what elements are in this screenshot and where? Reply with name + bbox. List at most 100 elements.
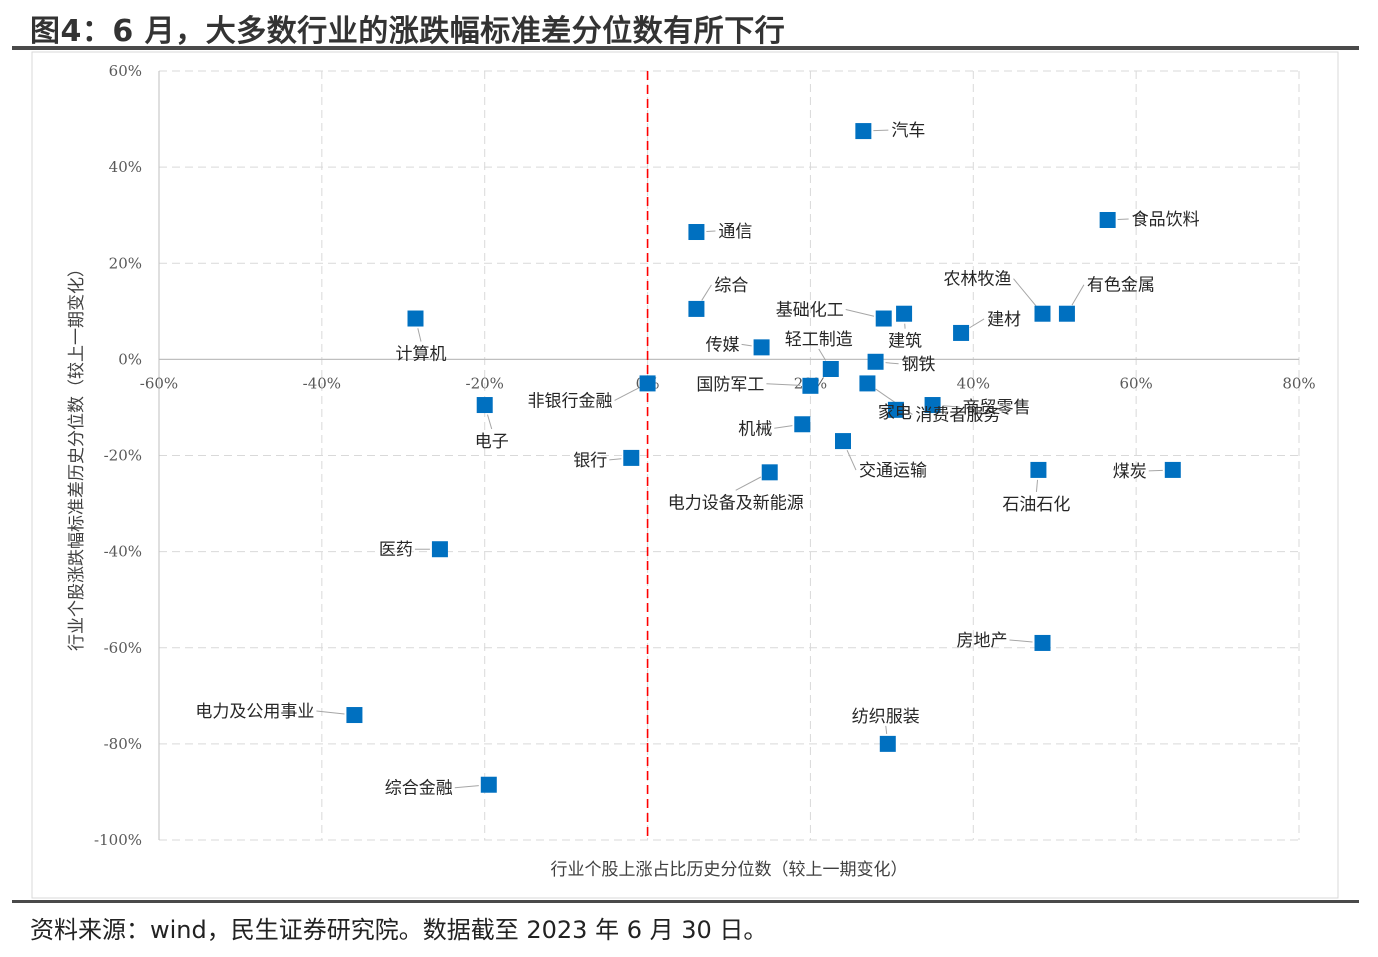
data-point-marker: [1099, 211, 1116, 228]
data-point-marker: [835, 433, 851, 450]
y-tick-label: 20%: [109, 254, 142, 272]
label-leader-line: [969, 318, 985, 329]
data-point-marker: [639, 375, 656, 392]
label-leader-line: [845, 309, 875, 317]
data-point-marker: [1058, 305, 1075, 322]
label-leader-line: [417, 328, 422, 342]
label-leader-line: [885, 725, 888, 734]
y-axis-title: 行业个股涨跌幅标准差历史分位数（较上一期变化）: [67, 260, 87, 651]
data-point-marker: [761, 464, 778, 481]
data-point-label: 医药: [379, 540, 413, 560]
data-point-marker: [480, 776, 497, 793]
data-point-label: 传媒: [706, 335, 740, 355]
title-divider: [12, 46, 1359, 50]
data-point-label: 汽车: [891, 121, 925, 141]
y-tick-label: -60%: [104, 639, 142, 657]
data-point-marker: [346, 707, 363, 724]
x-tick-label: -60%: [140, 374, 178, 392]
data-point-label: 商贸零售: [963, 398, 1031, 418]
label-leader-line: [1148, 469, 1163, 472]
data-point-label: 通信: [718, 222, 752, 242]
data-point-marker: [867, 353, 884, 370]
label-leader-line: [316, 710, 345, 715]
data-point-label: 综合: [714, 276, 748, 296]
data-point-marker: [802, 377, 819, 394]
label-leader-line: [873, 129, 889, 132]
label-leader-lines: [316, 129, 1163, 789]
label-leader-line: [1035, 479, 1039, 492]
data-point-marker: [879, 735, 896, 752]
label-leader-line: [487, 414, 493, 430]
data-point-marker: [688, 224, 705, 241]
data-point-label: 食品饮料: [1132, 210, 1200, 230]
x-tick-label: 60%: [1119, 374, 1152, 392]
x-tick-label: 40%: [957, 374, 990, 392]
label-leader-line: [846, 450, 857, 471]
chart-frame: [31, 51, 1339, 899]
x-tick-label: -40%: [303, 374, 341, 392]
label-leader-line: [741, 343, 752, 347]
data-point-label: 国防军工: [696, 375, 764, 395]
data-point-marker: [407, 310, 424, 327]
data-point-label: 银行: [573, 451, 607, 471]
data-point-label: 电力及公用事业: [195, 702, 314, 722]
data-point-marker: [875, 310, 892, 327]
data-point-label: 家电: [878, 403, 912, 423]
data-point-marker: [1030, 461, 1047, 478]
data-point-marker: [476, 397, 493, 414]
label-leader-line: [818, 348, 827, 361]
data-point-marker: [822, 360, 839, 377]
label-leader-line: [885, 362, 899, 365]
data-point-marker: [623, 449, 640, 466]
data-point-label: 房地产: [957, 631, 1008, 651]
data-point-marker: [688, 300, 705, 317]
source-divider: [12, 900, 1359, 903]
label-leader-line: [766, 383, 801, 386]
data-point-marker: [1034, 305, 1051, 322]
gridlines: [158, 70, 1300, 841]
y-tick-label: -80%: [104, 735, 142, 753]
data-point-marker: [1034, 634, 1051, 651]
axes: [158, 71, 1299, 840]
data-points: [346, 123, 1181, 793]
label-leader-line: [774, 425, 793, 429]
label-leader-line: [1013, 278, 1037, 307]
data-point-label: 轻工制造: [785, 330, 853, 350]
label-leader-line: [942, 405, 960, 408]
data-point-marker: [924, 397, 941, 414]
data-point-marker: [794, 416, 811, 433]
y-tick-label: -20%: [104, 447, 142, 465]
y-tick-label: 40%: [109, 158, 142, 176]
x-axis-title: 行业个股上涨占比历史分位数（较上一期变化）: [551, 860, 908, 880]
data-point-label: 电力设备及新能源: [668, 493, 804, 513]
data-point-label: 电子: [475, 432, 509, 452]
x-tick-label: 80%: [1282, 374, 1315, 392]
label-leader-line: [614, 387, 639, 401]
scatter-chart: 60% 40% 20% 0% -20% -40% -60% -80% -100% -60% -40%…: [31, 51, 1339, 899]
data-point-label: 基础化工: [776, 301, 844, 321]
data-point-label: 非银行金融: [528, 391, 613, 411]
data-point-marker: [753, 339, 770, 356]
data-point-marker: [887, 401, 904, 418]
source-note: 资料来源：wind，民生证券研究院。数据截至 2023 年 6 月 30 日。: [30, 916, 768, 944]
data-point-marker: [431, 541, 448, 558]
data-point-label: 消费者服务: [915, 405, 1000, 425]
data-point-label: 建材: [987, 310, 1021, 330]
data-point-label: 计算机: [396, 345, 447, 365]
label-leader-line: [609, 458, 622, 461]
data-point-label: 农林牧渔: [944, 270, 1012, 290]
y-tick-label: -40%: [104, 543, 142, 561]
data-point-label: 石油石化: [1002, 495, 1070, 515]
y-tick-label: 0%: [118, 350, 142, 368]
label-leader-line: [1071, 284, 1085, 306]
y-tick-label: -100%: [94, 831, 142, 849]
data-point-label: 钢铁: [902, 355, 936, 375]
data-point-label: 煤炭: [1113, 462, 1147, 482]
data-point-label: 纺织服装: [852, 707, 920, 727]
data-point-marker: [1164, 461, 1181, 478]
y-tick-label: 60%: [109, 62, 142, 80]
data-point-label: 交通运输: [859, 461, 927, 481]
data-point-label: 机械: [738, 419, 772, 439]
data-point-marker: [859, 375, 876, 392]
